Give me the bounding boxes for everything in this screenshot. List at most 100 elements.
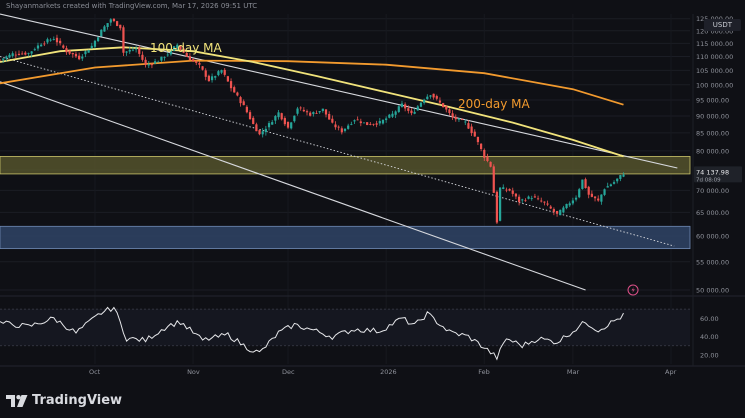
candle-body[interactable] (590, 193, 593, 197)
candle-body[interactable] (571, 200, 574, 204)
candle-body[interactable] (195, 61, 198, 63)
candle-body[interactable] (116, 21, 119, 26)
candle-body[interactable] (122, 27, 125, 53)
candle-body[interactable] (492, 166, 495, 193)
candle-body[interactable] (138, 47, 141, 54)
candle-body[interactable] (378, 121, 381, 124)
candle-body[interactable] (372, 123, 375, 125)
candle-body[interactable] (473, 131, 476, 137)
candle-body[interactable] (619, 175, 622, 179)
candle-body[interactable] (296, 108, 299, 114)
candle-body[interactable] (530, 198, 533, 199)
candle-body[interactable] (309, 112, 312, 116)
candle-body[interactable] (157, 61, 160, 63)
candle-body[interactable] (552, 209, 556, 212)
candle-body[interactable] (302, 109, 305, 112)
candle-body[interactable] (337, 126, 340, 128)
candle-body[interactable] (274, 116, 277, 121)
candle-body[interactable] (286, 121, 290, 128)
ma100-line[interactable] (0, 46, 624, 158)
candle-body[interactable] (426, 96, 429, 100)
candle-body[interactable] (198, 62, 201, 65)
candle-body[interactable] (423, 99, 426, 103)
tradingview-brand[interactable]: TradingView (6, 393, 122, 408)
candle-body[interactable] (239, 97, 242, 104)
candle-body[interactable] (2, 58, 5, 60)
candle-body[interactable] (445, 105, 448, 110)
candle-body[interactable] (407, 108, 410, 111)
candle-body[interactable] (410, 110, 413, 114)
candle-body[interactable] (483, 149, 486, 158)
candle-body[interactable] (255, 124, 258, 132)
currency-label[interactable]: USDT (703, 19, 741, 31)
candle-body[interactable] (68, 50, 71, 54)
candle-body[interactable] (21, 53, 24, 55)
ma200-line[interactable] (0, 59, 624, 106)
candle-body[interactable] (112, 18, 116, 22)
candle-body[interactable] (467, 123, 470, 129)
candle-body[interactable] (533, 196, 537, 198)
candle-body[interactable] (40, 44, 43, 47)
candle-body[interactable] (55, 37, 59, 43)
candle-body[interactable] (397, 106, 400, 112)
lightning-bolt-icon[interactable] (627, 284, 639, 296)
candle-body[interactable] (188, 56, 192, 61)
candle-body[interactable] (283, 118, 286, 125)
candle-body[interactable] (603, 189, 606, 195)
candle-body[interactable] (131, 49, 135, 51)
candle-body[interactable] (30, 51, 33, 54)
candle-body[interactable] (258, 130, 261, 135)
candle-body[interactable] (388, 114, 391, 118)
channel-line-mid-dotted[interactable] (0, 56, 675, 247)
candle-body[interactable] (210, 76, 214, 81)
candle-body[interactable] (226, 76, 229, 82)
candle-body[interactable] (464, 121, 467, 123)
candle-body[interactable] (511, 190, 514, 194)
candle-body[interactable] (442, 103, 445, 108)
candle-body[interactable] (362, 122, 366, 124)
candle-body[interactable] (141, 54, 144, 60)
candle-body[interactable] (353, 120, 356, 122)
candlestick-series[interactable] (0, 17, 625, 224)
candle-body[interactable] (416, 106, 419, 111)
candle-body[interactable] (381, 119, 385, 124)
candle-body[interactable] (185, 53, 188, 57)
candle-body[interactable] (489, 161, 492, 167)
candle-body[interactable] (419, 102, 423, 107)
candle-body[interactable] (5, 56, 8, 59)
candle-body[interactable] (163, 57, 166, 59)
candle-body[interactable] (502, 187, 505, 190)
candle-body[interactable] (305, 111, 309, 113)
candle-body[interactable] (248, 112, 252, 120)
candle-body[interactable] (106, 23, 109, 28)
candle-body[interactable] (508, 188, 511, 191)
candle-body[interactable] (350, 123, 353, 125)
candle-body[interactable] (204, 70, 207, 77)
candle-body[interactable] (176, 44, 179, 49)
candle-body[interactable] (0, 59, 2, 61)
candle-body[interactable] (81, 56, 84, 59)
candle-body[interactable] (612, 182, 616, 184)
candle-body[interactable] (536, 198, 540, 200)
candle-body[interactable] (236, 92, 239, 96)
candle-body[interactable] (214, 76, 217, 78)
candle-body[interactable] (14, 54, 17, 56)
candle-body[interactable] (521, 199, 524, 201)
candle-body[interactable] (312, 112, 315, 114)
candle-body[interactable] (267, 123, 271, 128)
candle-body[interactable] (347, 125, 350, 129)
candle-body[interactable] (65, 48, 68, 53)
candle-body[interactable] (404, 104, 407, 109)
candle-body[interactable] (587, 186, 590, 195)
candle-body[interactable] (93, 40, 97, 47)
candle-body[interactable] (479, 143, 483, 150)
candle-body[interactable] (11, 53, 14, 56)
candle-body[interactable] (293, 115, 296, 122)
candle-body[interactable] (280, 113, 283, 120)
candle-body[interactable] (340, 128, 343, 133)
candle-body[interactable] (245, 106, 248, 113)
candle-body[interactable] (495, 191, 499, 223)
candle-body[interactable] (565, 203, 568, 209)
candle-body[interactable] (103, 26, 106, 32)
